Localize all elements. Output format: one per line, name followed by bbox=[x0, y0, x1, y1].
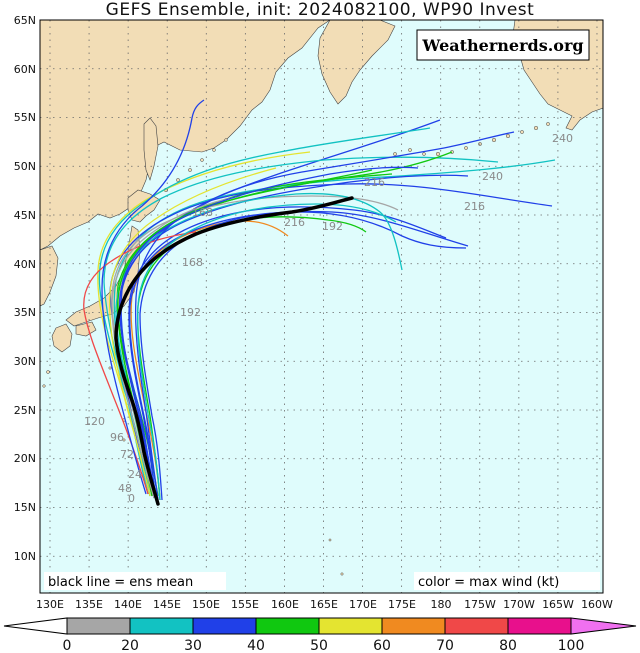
lon-tick-label: 175E bbox=[388, 598, 416, 611]
land-sakhalin bbox=[143, 117, 159, 181]
hour-label: 0 bbox=[128, 492, 135, 505]
map-panel: 240 240 216 216 216 192 192 168 168 120 … bbox=[39, 19, 604, 594]
graticule bbox=[40, 20, 603, 593]
colorbar-tick-label: 70 bbox=[436, 638, 454, 653]
lon-tick-label: 140E bbox=[114, 598, 142, 611]
aleutian-islands bbox=[393, 122, 550, 157]
lon-tick-label: 155E bbox=[231, 598, 259, 611]
colorbar-segment bbox=[444, 617, 509, 635]
lon-tick-label: 175W bbox=[464, 598, 496, 611]
map-frame bbox=[39, 19, 604, 594]
hour-label: 216 bbox=[364, 176, 385, 189]
land-hokkaido bbox=[127, 189, 161, 223]
brand-box: Weathernerds.org bbox=[416, 29, 590, 61]
lat-tick-label: 45N bbox=[14, 209, 36, 222]
hour-label: 72 bbox=[120, 448, 134, 461]
colorbar-tick-label: 60 bbox=[373, 638, 391, 653]
lon-tick-label: 170E bbox=[349, 598, 377, 611]
legend-box-right: color = max wind (kt) bbox=[414, 572, 600, 590]
lon-tick-label: 180 bbox=[431, 598, 452, 611]
map-title: GEFS Ensemble, init: 2024082100, WP90 In… bbox=[105, 0, 535, 20]
forecast-hour-labels: 240 240 216 216 216 192 192 168 168 120 … bbox=[84, 132, 573, 505]
legend-color-label: color = max wind (kt) bbox=[418, 575, 559, 590]
colorbar-tick-label: 100 bbox=[558, 638, 585, 653]
colorbar-segment bbox=[192, 617, 257, 635]
lon-axis: 130E 135E 140E 145E 150E 155E 160E 165E … bbox=[36, 598, 613, 611]
lat-tick-label: 50N bbox=[14, 160, 36, 173]
ensemble-mean-track bbox=[114, 196, 354, 506]
colorbar-tick-label: 50 bbox=[310, 638, 328, 653]
colorbar-tick-label: 0 bbox=[63, 638, 72, 653]
hour-label: 240 bbox=[552, 132, 573, 145]
land-asia bbox=[40, 20, 331, 251]
colorbar-tick-label: 40 bbox=[247, 638, 265, 653]
lat-tick-label: 65N bbox=[14, 14, 36, 27]
land-shikoku bbox=[75, 321, 97, 337]
wind-colorbar: 0 20 30 40 50 60 70 80 100 bbox=[3, 617, 637, 653]
colorbar-segment bbox=[66, 617, 131, 635]
lon-tick-label: 130E bbox=[36, 598, 64, 611]
colorbar-arrow-left bbox=[3, 617, 68, 635]
lat-tick-label: 25N bbox=[14, 404, 36, 417]
lon-tick-label: 165W bbox=[542, 598, 574, 611]
colorbar-tick-label: 20 bbox=[121, 638, 139, 653]
colorbar-segment bbox=[129, 617, 194, 635]
lon-tick-label: 160E bbox=[271, 598, 299, 611]
hour-label: 96 bbox=[110, 431, 124, 444]
member-track bbox=[83, 231, 197, 495]
hour-label: 168 bbox=[182, 256, 203, 269]
lon-tick-label: 170W bbox=[503, 598, 535, 611]
hour-label: 48 bbox=[118, 482, 132, 495]
colorbar-segment bbox=[255, 617, 320, 635]
land-kyushu bbox=[51, 323, 73, 353]
hour-label: 24 bbox=[128, 468, 142, 481]
colorbar-segment bbox=[318, 617, 383, 635]
hour-label: 240 bbox=[482, 170, 503, 183]
lon-tick-label: 165E bbox=[310, 598, 338, 611]
lon-tick-label: 145E bbox=[153, 598, 181, 611]
member-track bbox=[101, 99, 205, 495]
lat-tick-label: 15N bbox=[14, 501, 36, 514]
colorbar-segment bbox=[507, 617, 572, 635]
member-track bbox=[111, 195, 241, 499]
colorbar-arrow-right bbox=[570, 617, 637, 635]
ensemble-tracks bbox=[83, 99, 556, 501]
hour-label: 120 bbox=[84, 415, 105, 428]
colorbar-tick-label: 80 bbox=[499, 638, 517, 653]
lon-tick-label: 135E bbox=[75, 598, 103, 611]
lat-tick-label: 40N bbox=[14, 258, 36, 271]
hour-label: 216 bbox=[464, 200, 485, 213]
lon-tick-label: 160W bbox=[581, 598, 613, 611]
land-kamchatka bbox=[317, 20, 396, 105]
lat-tick-label: 35N bbox=[14, 306, 36, 319]
lat-tick-label: 60N bbox=[14, 63, 36, 76]
member-track bbox=[129, 210, 469, 501]
lat-tick-label: 55N bbox=[14, 111, 36, 124]
hour-label: 192 bbox=[322, 220, 343, 233]
hour-label: 192 bbox=[180, 306, 201, 319]
lat-tick-label: 30N bbox=[14, 355, 36, 368]
member-track bbox=[137, 216, 367, 501]
lat-tick-label: 10N bbox=[14, 550, 36, 563]
colorbar-segment bbox=[381, 617, 446, 635]
member-track bbox=[109, 167, 277, 497]
member-track bbox=[119, 166, 419, 501]
hour-label: 168 bbox=[192, 206, 213, 219]
colorbar-tick-label: 30 bbox=[184, 638, 202, 653]
brand-label: Weathernerds.org bbox=[421, 36, 583, 55]
member-track bbox=[128, 206, 447, 501]
legend-box-left: black line = ens mean bbox=[44, 572, 226, 590]
lat-axis: 65N 60N 55N 50N 45N 40N 35N 30N 25N 20N … bbox=[14, 14, 36, 563]
lon-tick-label: 150E bbox=[192, 598, 220, 611]
legend-mean-label: black line = ens mean bbox=[48, 575, 193, 590]
land-korea bbox=[40, 245, 59, 307]
lat-tick-label: 20N bbox=[14, 452, 36, 465]
hour-label: 216 bbox=[284, 216, 305, 229]
